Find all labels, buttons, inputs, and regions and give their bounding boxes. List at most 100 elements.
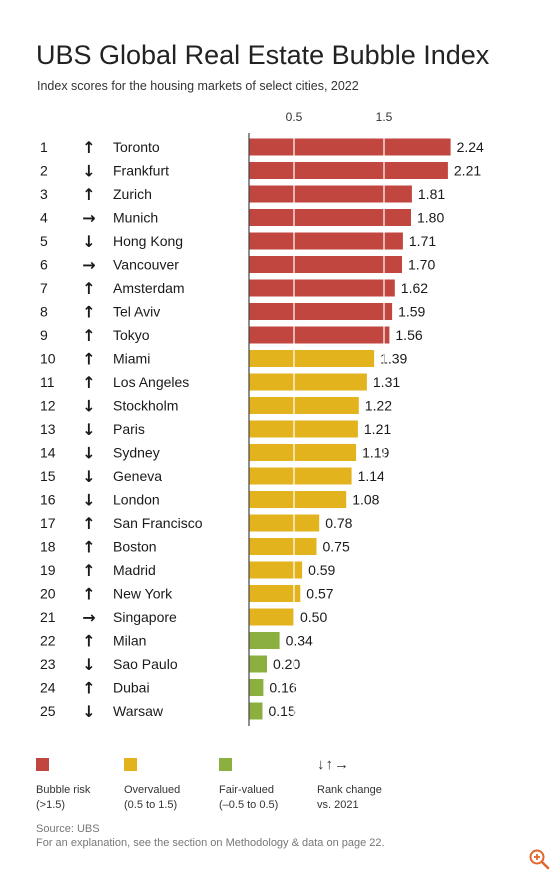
rank-change-arrow-icon: ↑ xyxy=(82,138,95,157)
rank-change-arrow-icon: → xyxy=(82,608,95,627)
city-label: Tel Aviv xyxy=(113,304,160,320)
bar xyxy=(249,491,347,508)
value-label: 0.50 xyxy=(300,609,327,625)
value-label: 0.78 xyxy=(325,515,352,531)
bar xyxy=(249,561,303,579)
rank-change-arrow-icon: ↓ xyxy=(82,467,95,486)
city-label: Toronto xyxy=(113,139,160,155)
rank-change-arrow-icon: → xyxy=(82,256,95,275)
legend-overvalued-swatch xyxy=(124,758,137,771)
legend-bubble: Bubble risk (>1.5) xyxy=(36,758,90,813)
rank-label: 17 xyxy=(40,515,56,531)
rank-change-arrow-icon: ↓ xyxy=(82,420,95,439)
bar xyxy=(249,185,412,203)
city-label: London xyxy=(113,492,160,508)
rank-change-arrow-icon: ↓ xyxy=(82,702,95,721)
legend-bubble-range: (>1.5) xyxy=(36,799,66,811)
city-label: Sydney xyxy=(113,445,160,461)
rank-label: 22 xyxy=(40,633,56,649)
zoom-in-icon[interactable] xyxy=(528,848,550,870)
rank-label: 5 xyxy=(40,233,48,249)
value-label: 2.21 xyxy=(454,163,481,179)
bar xyxy=(249,232,403,250)
rank-label: 20 xyxy=(40,586,56,602)
bar xyxy=(249,679,264,696)
value-label: 0.34 xyxy=(286,633,313,649)
rank-label: 12 xyxy=(40,398,56,414)
city-label: San Francisco xyxy=(113,515,203,531)
rank-label: 14 xyxy=(40,445,56,461)
methodology-note: For an explanation, see the section on M… xyxy=(36,837,385,849)
legend-overvalued: Overvalued (0.5 to 1.5) xyxy=(124,758,180,813)
bar xyxy=(249,138,451,156)
rank-change-arrow-icon: ↓ xyxy=(82,397,95,416)
value-label: 0.15 xyxy=(269,703,296,719)
value-label: 0.59 xyxy=(308,562,335,578)
source-line: Source: UBS xyxy=(36,823,100,835)
value-label: 1.21 xyxy=(364,421,391,437)
rank-label: 24 xyxy=(40,680,56,696)
rank-label: 9 xyxy=(40,327,48,343)
bar xyxy=(249,655,267,673)
city-label: Boston xyxy=(113,539,157,555)
rank-change-arrow-icon: ↑ xyxy=(82,350,95,369)
rank-label: 13 xyxy=(40,421,56,437)
rank-change-arrow-icon: ↑ xyxy=(82,538,95,557)
x-tick-label: 0.5 xyxy=(286,110,303,124)
legend-rank-change: ↓↑→ Rank change vs. 2021 xyxy=(317,757,382,813)
city-label: Paris xyxy=(113,421,145,437)
city-label: Tokyo xyxy=(113,327,150,343)
rank-label: 18 xyxy=(40,539,56,555)
bar xyxy=(249,608,294,626)
city-label: New York xyxy=(113,586,173,602)
rank-change-arrow-icon: ↑ xyxy=(82,303,95,322)
legend-rank-sub: vs. 2021 xyxy=(317,799,359,811)
bar xyxy=(249,420,358,438)
x-tick-label: 1.5 xyxy=(376,110,393,124)
chart-title: UBS Global Real Estate Bubble Index xyxy=(36,40,490,70)
city-label: Amsterdam xyxy=(113,280,185,296)
rank-change-arrow-icon: ↓ xyxy=(82,491,95,510)
value-label: 1.19 xyxy=(362,445,389,461)
value-label: 1.59 xyxy=(398,304,425,320)
bar xyxy=(249,538,317,555)
city-label: Madrid xyxy=(113,562,156,578)
bar xyxy=(249,350,375,367)
value-label: 1.70 xyxy=(408,257,435,273)
bar-chart: 0.5 1.5 2.24 1 ↑ Toronto 2.21 2 ↓ Frankfurt 1.81 3 ↑… xyxy=(40,110,484,726)
rank-change-arrow-icon: ↓ xyxy=(82,232,95,251)
rank-change-arrow-icon: → xyxy=(82,209,95,228)
city-label: Dubai xyxy=(113,680,150,696)
city-label: Hong Kong xyxy=(113,233,183,249)
city-label: Stockholm xyxy=(113,398,178,414)
rank-label: 16 xyxy=(40,492,56,508)
rank-label: 8 xyxy=(40,304,48,320)
city-label: Munich xyxy=(113,210,158,226)
value-label: 2.24 xyxy=(457,139,484,155)
legend-overvalued-range: (0.5 to 1.5) xyxy=(124,799,178,811)
rank-change-arrow-icon: ↓ xyxy=(82,162,95,181)
rank-change-arrow-icon: ↓ xyxy=(82,444,95,463)
rank-label: 15 xyxy=(40,468,56,484)
legend-bubble-swatch xyxy=(36,758,49,771)
legend-rank-label: Rank change xyxy=(317,784,382,796)
city-label: Frankfurt xyxy=(113,163,169,179)
rank-change-arrow-icon: ↑ xyxy=(82,279,95,298)
bar xyxy=(249,326,390,344)
city-label: Milan xyxy=(113,633,146,649)
bar xyxy=(249,444,357,461)
rank-change-arrow-icon: ↓ xyxy=(82,655,95,674)
rank-label: 19 xyxy=(40,562,56,578)
value-label: 1.80 xyxy=(417,210,444,226)
city-label: Singapore xyxy=(113,609,177,625)
bar xyxy=(249,397,359,414)
rank-change-arrow-icon: ↑ xyxy=(82,632,95,651)
value-label: 1.22 xyxy=(365,398,392,414)
bar xyxy=(249,303,393,320)
value-label: 1.39 xyxy=(380,351,407,367)
bar xyxy=(249,279,395,297)
rank-label: 23 xyxy=(40,656,56,672)
rank-label: 10 xyxy=(40,351,56,367)
city-label: Warsaw xyxy=(113,703,164,719)
value-label: 1.71 xyxy=(409,233,436,249)
